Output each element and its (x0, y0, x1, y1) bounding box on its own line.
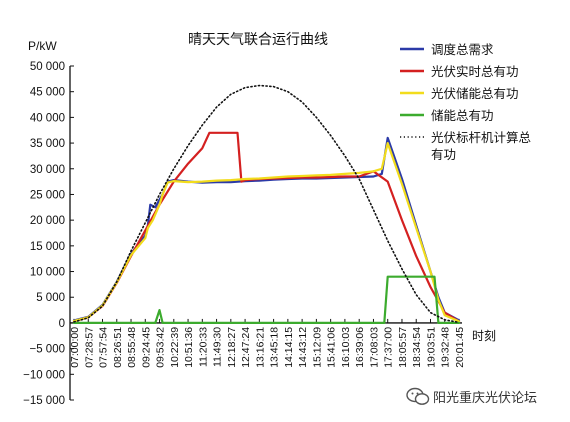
x-tick-label: 18:05:57 (397, 327, 409, 368)
series-line-3 (72, 275, 461, 324)
watermark: 阳光重庆光伏论坛 (406, 387, 537, 406)
y-tick-label: 35 000 (30, 138, 65, 150)
y-tick-label: 0 (59, 318, 65, 330)
x-tick-label: 09:24:45 (140, 327, 152, 368)
x-tick-label: 13:16:21 (254, 327, 266, 368)
series-line-0 (72, 136, 461, 322)
x-tick-label: 10:22:39 (169, 327, 181, 368)
x-tick-label: 17:37:00 (383, 327, 395, 368)
y-tick-label: 50 000 (30, 61, 65, 73)
x-axis-label: 时刻 (472, 329, 496, 343)
legend-label-2: 光伏储能总有功 (431, 86, 519, 101)
x-tick-label: 17:08:03 (368, 327, 380, 368)
legend-label-4: 光伏标杆机计算总有功 (431, 130, 531, 162)
chart-title: 晴天天气联合运行曲线 (188, 32, 328, 48)
x-tick-label: 15:12:09 (311, 327, 323, 368)
series-line-2 (72, 142, 461, 323)
x-tick-label: 18:34:54 (411, 327, 423, 368)
x-tick-label: 12:18:27 (226, 327, 238, 368)
x-tick-label: 07:00:00 (69, 327, 81, 368)
x-tick-label: 07:57:54 (98, 327, 110, 368)
x-ticks: 07:00:00 07:28:57 07:57:54 08:26:51 08:55:48… (69, 318, 466, 368)
y-tick-label: 30 000 (30, 164, 65, 176)
legend-label-0: 调度总需求 (431, 42, 494, 57)
y-ticks: 50 000 45 000 40 000 35 000 30 000 25 000 20 0… (23, 61, 74, 407)
x-tick-label: 08:26:51 (112, 327, 124, 368)
x-tick-label: 13:45:18 (269, 327, 281, 368)
wechat-icon (406, 387, 430, 405)
x-tick-label: 16:39:06 (354, 327, 366, 368)
x-tick-label: 19:03:51 (425, 327, 437, 368)
y-tick-label: 45 000 (30, 87, 65, 99)
x-tick-label: 11:49:30 (212, 327, 224, 367)
y-tick-label: 15 000 (30, 241, 65, 253)
x-tick-label: 16:10:03 (340, 327, 352, 368)
x-tick-label: 09:53:42 (155, 327, 167, 368)
y-tick-label: −10 000 (23, 369, 65, 381)
x-tick-label: 19:32:48 (440, 327, 452, 368)
plot-area (72, 84, 461, 324)
y-tick-label: 25 000 (30, 189, 65, 201)
x-tick-label: 08:55:48 (126, 327, 138, 368)
x-tick-label: 15:41:06 (326, 327, 338, 368)
y-tick-label: 5 000 (36, 292, 65, 304)
x-tick-label: 07:28:57 (83, 327, 95, 368)
x-tick-label: 20:01:45 (454, 327, 466, 368)
y-axis-label: P/kW (28, 39, 57, 53)
y-tick-label: −15 000 (23, 395, 65, 407)
legend-label-3: 储能总有功 (431, 108, 494, 123)
y-tick-label: 40 000 (30, 112, 65, 124)
x-tick-label: 12:47:24 (240, 327, 252, 368)
y-tick-label: −5 000 (30, 344, 66, 356)
x-tick-label: 14:43:12 (297, 327, 309, 368)
legend-label-1: 光伏实时总有功 (431, 64, 519, 79)
x-tick-label: 10:51:36 (183, 327, 195, 368)
series-line-4 (73, 84, 460, 324)
series-line-1 (72, 131, 461, 323)
x-tick-label: 11:20:33 (197, 327, 209, 367)
y-tick-label: 20 000 (30, 215, 65, 227)
x-tick-label: 14:14:15 (283, 327, 295, 368)
watermark-text: 阳光重庆光伏论坛 (433, 390, 537, 406)
y-tick-label: 10 000 (30, 267, 65, 279)
